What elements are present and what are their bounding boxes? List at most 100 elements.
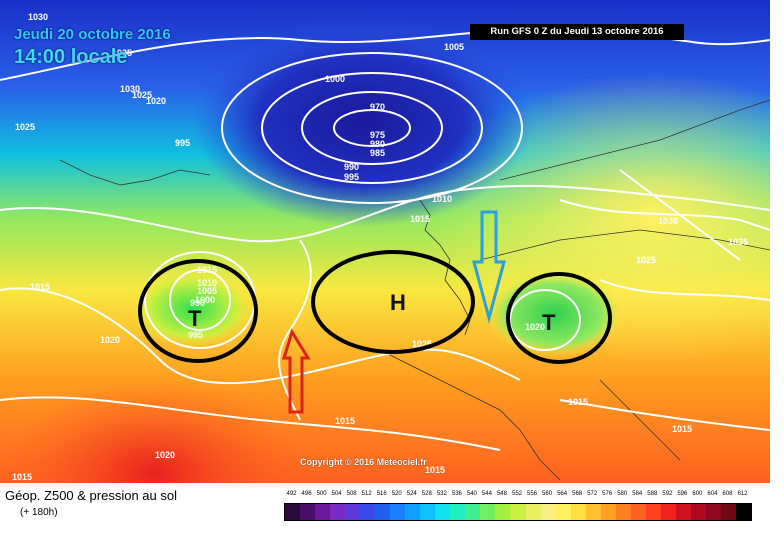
isobar-label: 1025 [15,122,35,132]
annotations [138,250,612,364]
scale-label: 584 [632,491,643,497]
scale-label: 524 [406,491,417,497]
scale-swatch [510,504,526,520]
scale-swatch [630,504,646,520]
scale-swatch [465,504,481,520]
scale-label: 612 [737,491,748,497]
isobar-label: 975 [370,130,385,140]
weather-map: 1030 1035 1030 1025 1020 995 1025 1000 9… [0,0,770,483]
isobar-label: 1025 [132,90,152,100]
isobar-label: 1035 [112,48,132,58]
footer-title: Géop. Z500 & pression au sol [5,488,177,503]
scale-swatch [405,504,421,520]
scale-swatch [570,504,586,520]
isobar-label: 1015 [410,214,430,224]
scale-swatch [480,504,496,520]
isobar-label: 1035 [728,237,748,247]
scale-swatch [375,504,391,520]
low-circle-west [138,259,258,363]
isobar-label: 1015 [568,397,588,407]
scale-labels: 492 496 500 504 508 512 516 520 524 528 532 536 540 5… [282,491,752,501]
low-letter-west: T [188,306,202,331]
isobar-label: 1015 [30,282,50,292]
isobar-label: 1005 [197,286,217,296]
scale-label: 592 [662,491,673,497]
isobar-labels: 1030 1035 1030 1025 1020 995 1025 1000 9… [12,12,748,482]
isobar-label: 970 [370,102,385,112]
low-letter-east: T [542,310,556,335]
scale-label: 520 [391,491,402,497]
arrow-up-icon [281,328,311,414]
footer: Géop. Z500 & pression au sol (+ 180h) 49… [0,483,784,537]
isobars [0,26,770,451]
scale-swatch [390,504,406,520]
copyright: Copyright © 2016 Meteociel.fr [300,457,427,467]
scale-swatch [300,504,316,520]
scale-label: 596 [677,491,688,497]
arrow-down-icon [472,210,506,324]
scale-swatch [660,504,676,520]
isobar-label: 1020 [146,96,166,106]
isobar-label: 995 [344,172,359,182]
scale-label: 516 [376,491,387,497]
scale-swatch [525,504,541,520]
scale-swatch [690,504,706,520]
scale-swatch [675,504,691,520]
scale-label: 500 [316,491,327,497]
scale-label: 572 [587,491,598,497]
isobar-label: 1030 [120,84,140,94]
scale-swatch [435,504,451,520]
scale-swatch [585,504,601,520]
isobar-label: 1025 [636,255,656,265]
isobar-label: 1025 [412,339,432,349]
scale-label: 532 [436,491,447,497]
isobar-label: 1020 [525,322,545,332]
scale-label: 552 [511,491,523,497]
isobar-label: 1000 [195,295,215,305]
run-info: Run GFS 0 Z du Jeudi 13 octobre 2016 [470,24,684,40]
isobar-label: 1015 [12,472,32,482]
isobar-label: 1030 [28,12,48,22]
scale-swatch [420,504,436,520]
isobar-label: 995 [175,138,190,148]
scale-label: 508 [346,491,357,497]
scale-label: 600 [692,491,703,497]
isobar-label: 980 [370,139,385,149]
scale-label: 580 [617,491,628,497]
scale-label: 576 [602,491,613,497]
isobar-label: 1015 [672,424,692,434]
scale-label: 528 [421,491,432,497]
isobar-label: 1015 [335,416,355,426]
isobar-label: 1015 [425,465,445,475]
isobar-label: 1020 [100,335,120,345]
scale-label: 604 [707,491,718,497]
scale-label: 496 [301,491,312,497]
scale-label: 564 [557,491,568,497]
scale-label: 548 [496,491,507,497]
scale-label: 588 [647,491,658,497]
scale-swatch [450,504,466,520]
scale-label: 556 [527,491,538,497]
forecast-hour: 14:00 locale [14,46,128,68]
scale-swatch [285,504,301,520]
scale-swatch [540,504,556,520]
low-circle-east [506,272,612,364]
isobar-label: 1030 [658,216,678,226]
scale-swatch [705,504,721,520]
footer-subtitle: (+ 180h) [20,507,58,518]
isobar-label: 1015 [197,265,217,275]
scale-swatch [330,504,346,520]
high-circle [311,250,475,354]
scale-swatch [615,504,631,520]
scale-swatch [600,504,616,520]
isobar-label: 985 [370,148,385,158]
scale-label: 492 [286,491,297,497]
isobar-label: 1005 [444,42,464,52]
isobar-label: 1020 [155,450,175,460]
scale-label: 568 [572,491,583,497]
scale-swatch [555,504,571,520]
isobar-label: 995 [188,330,203,340]
scale-label: 512 [361,491,372,497]
scale-swatch [345,504,361,520]
scale-swatch [495,504,511,520]
